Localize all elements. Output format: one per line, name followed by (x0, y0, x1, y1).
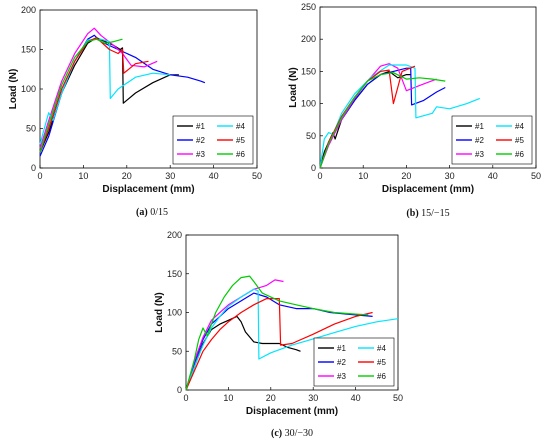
y-tick-label: 100 (167, 308, 182, 318)
chart-panel-1: 0 10 20 30 40 50 0 50 100 150 200 Displacement (mm)… (8, 5, 262, 218)
y-tick-label: 0 (31, 163, 36, 173)
series-line-3 (319, 63, 437, 169)
x-tick-label: 10 (223, 393, 233, 403)
legend-label: #1 (475, 122, 484, 131)
legend-label: #4 (236, 122, 245, 131)
x-tick-label: 50 (252, 171, 262, 181)
x-tick-label: 0 (37, 171, 42, 181)
y-tick-label: 100 (301, 99, 316, 109)
x-tick-label: 30 (308, 393, 318, 403)
y-tick-label: 100 (21, 84, 36, 94)
panel-caption: (c) 30/−30 (271, 428, 313, 439)
legend-label: #1 (196, 122, 205, 131)
x-axis-label: Displacement (mm) (246, 406, 338, 417)
panel-caption: (b) 15/−15 (406, 208, 449, 219)
y-tick-label: 50 (172, 346, 182, 356)
legend-label: #3 (196, 150, 205, 159)
y-tick-label: 0 (177, 385, 182, 395)
y-tick-label: 0 (311, 163, 316, 173)
legend-label: #4 (377, 344, 386, 353)
x-tick-label: 20 (122, 171, 132, 181)
y-axis-label: Load (N) (8, 69, 19, 110)
y-tick-label: 150 (21, 45, 36, 55)
chart-panel-2: 0 10 20 30 40 50 0 50 100 150 200 250 Displacement (… (288, 2, 541, 219)
series-line-6 (185, 275, 369, 391)
x-tick-label: 40 (488, 171, 498, 181)
series-line-4 (319, 64, 481, 169)
y-tick-label: 250 (301, 2, 316, 12)
series-line-5 (185, 298, 373, 391)
x-tick-label: 0 (183, 393, 188, 403)
x-tick-label: 0 (317, 171, 322, 181)
legend-label: #3 (475, 150, 484, 159)
x-tick-label: 20 (266, 393, 276, 403)
y-tick-label: 200 (301, 34, 316, 44)
x-axis-label: Displacement (mm) (102, 184, 194, 195)
legend-label: #3 (337, 372, 346, 381)
legend-label: #4 (515, 122, 524, 131)
legend-label: #5 (377, 358, 386, 367)
legend-label: #6 (515, 150, 524, 159)
series-line-3 (185, 279, 284, 391)
legend: #1 #2 #3 #4 #5 #6 (451, 115, 533, 165)
series-line-5 (39, 37, 149, 153)
x-axis-label: Displacement (mm) (382, 184, 474, 195)
x-tick-label: 10 (358, 171, 368, 181)
legend: #1 #2 #3 #4 #5 #6 (172, 115, 254, 165)
y-axis-label: Load (N) (288, 67, 299, 108)
y-tick-label: 200 (21, 5, 36, 15)
x-tick-label: 20 (401, 171, 411, 181)
x-tick-label: 40 (351, 393, 361, 403)
legend-label: #2 (196, 136, 205, 145)
y-tick-label: 150 (301, 66, 316, 76)
legend-label: #1 (337, 344, 346, 353)
legend-label: #6 (377, 372, 386, 381)
y-axis-label: Load (N) (154, 292, 165, 333)
x-tick-label: 30 (445, 171, 455, 181)
y-tick-label: 50 (306, 131, 316, 141)
x-tick-label: 50 (531, 171, 541, 181)
y-tick-label: 200 (167, 230, 182, 240)
x-tick-label: 30 (165, 171, 175, 181)
series-line-6 (319, 72, 446, 169)
x-tick-label: 10 (78, 171, 88, 181)
x-tick-label: 40 (209, 171, 219, 181)
legend: #1 #2 #3 #4 #5 #6 (313, 337, 395, 387)
x-tick-label: 50 (393, 393, 403, 403)
legend-label: #2 (475, 136, 484, 145)
legend-label: #5 (236, 136, 245, 145)
chart-panel-3: 0 10 20 30 40 50 0 50 100 150 200 Displacement (mm)… (154, 230, 403, 439)
legend-label: #2 (337, 358, 346, 367)
legend-label: #6 (236, 150, 245, 159)
y-tick-label: 50 (26, 124, 36, 134)
series-line-6 (39, 38, 123, 153)
y-tick-label: 150 (167, 269, 182, 279)
legend-label: #5 (515, 136, 524, 145)
panel-caption: (a) 0/15 (136, 207, 168, 218)
